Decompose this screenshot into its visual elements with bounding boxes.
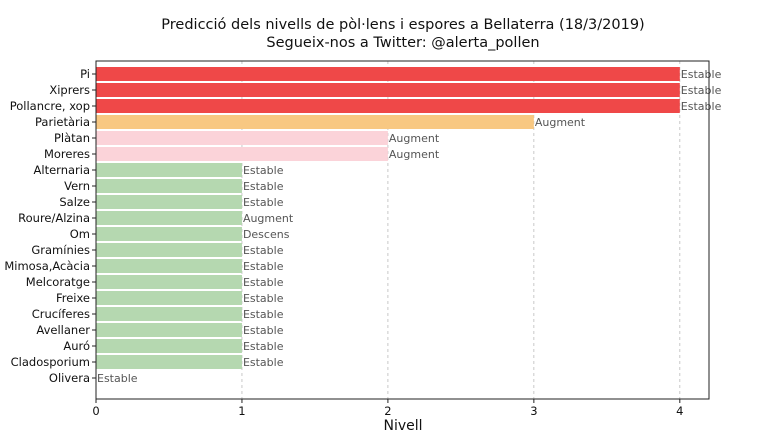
bar-annotation: Estable <box>243 340 284 353</box>
y-tick-label: Salze <box>59 195 90 209</box>
bar <box>96 195 242 209</box>
y-tick-label: Om <box>70 227 90 241</box>
x-axis: 0 1 2 3 4 <box>92 399 683 418</box>
y-tick-label: Melcoratge <box>26 275 90 289</box>
y-tick-label: Avellaner <box>36 323 90 337</box>
y-tick-label: Xiprers <box>49 83 90 97</box>
bar <box>96 307 242 321</box>
y-tick-label: Moreres <box>44 147 90 161</box>
bar-annotation: Estable <box>243 308 284 321</box>
bar-annotation: Augment <box>535 116 586 129</box>
y-tick-label: Mimosa,Acàcia <box>4 259 90 273</box>
bar-annotation: Estable <box>97 372 138 385</box>
bar-annotation: Estable <box>243 324 284 337</box>
y-tick-label: Vern <box>64 179 90 193</box>
bar <box>96 179 242 193</box>
bar-annotation: Estable <box>243 164 284 177</box>
bar-annotation: Estable <box>681 84 722 97</box>
bar <box>96 163 242 177</box>
bar-annotation: Estable <box>243 292 284 305</box>
bar-annotation: Descens <box>243 228 290 241</box>
bar-annotation: Augment <box>389 148 440 161</box>
bar-annotation: Estable <box>681 68 722 81</box>
y-axis: Pi Xiprers Pollancre, xop Parietària Plàtan M… <box>4 67 96 385</box>
annotations: Estable Estable Estable Augment Augment Augme… <box>97 68 722 385</box>
bar-annotation: Estable <box>243 196 284 209</box>
bar-annotation: Estable <box>243 180 284 193</box>
y-tick-label: Crucíferes <box>32 307 90 321</box>
chart-title: Predicció dels nivells de pòl·lens i esp… <box>161 17 644 33</box>
y-tick-label: Pi <box>80 67 90 81</box>
bar-annotation: Estable <box>681 100 722 113</box>
y-tick-label: Roure/Alzina <box>18 211 90 225</box>
bar <box>96 131 388 145</box>
bar-annotation: Augment <box>389 132 440 145</box>
bar <box>96 355 242 369</box>
bar-annotation: Estable <box>243 260 284 273</box>
bar-annotation: Estable <box>243 276 284 289</box>
x-tick-label: 2 <box>384 404 391 418</box>
x-tick-label: 4 <box>676 404 683 418</box>
y-tick-label: Pollancre, xop <box>10 99 90 113</box>
y-tick-label: Plàtan <box>54 131 90 145</box>
y-tick-label: Auró <box>63 339 90 353</box>
bar <box>96 99 680 113</box>
bar <box>96 115 534 129</box>
bar <box>96 275 242 289</box>
bar <box>96 83 680 97</box>
bar <box>96 147 388 161</box>
bar <box>96 323 242 337</box>
bar <box>96 291 242 305</box>
bar-annotation: Augment <box>243 212 294 225</box>
x-tick-label: 3 <box>530 404 537 418</box>
bars <box>96 67 680 369</box>
bar <box>96 243 242 257</box>
bar <box>96 227 242 241</box>
bar <box>96 339 242 353</box>
x-tick-label: 0 <box>92 404 99 418</box>
x-axis-label: Nivell <box>383 418 422 434</box>
plot-frame <box>95 60 710 400</box>
bar-annotation: Estable <box>243 244 284 257</box>
y-tick-label: Alternaria <box>34 163 90 177</box>
y-tick-label: Gramínies <box>31 243 90 257</box>
y-tick-label: Olivera <box>49 371 90 385</box>
bar <box>96 211 242 225</box>
x-tick-label: 1 <box>238 404 245 418</box>
y-tick-label: Parietària <box>35 115 90 129</box>
bar <box>96 259 242 273</box>
bar <box>96 67 680 81</box>
y-tick-label: Freixe <box>56 291 90 305</box>
y-tick-label: Cladosporium <box>11 355 90 369</box>
chart-subtitle: Segueix-nos a Twitter: @alerta_pollen <box>266 35 539 51</box>
bar-annotation: Estable <box>243 356 284 369</box>
